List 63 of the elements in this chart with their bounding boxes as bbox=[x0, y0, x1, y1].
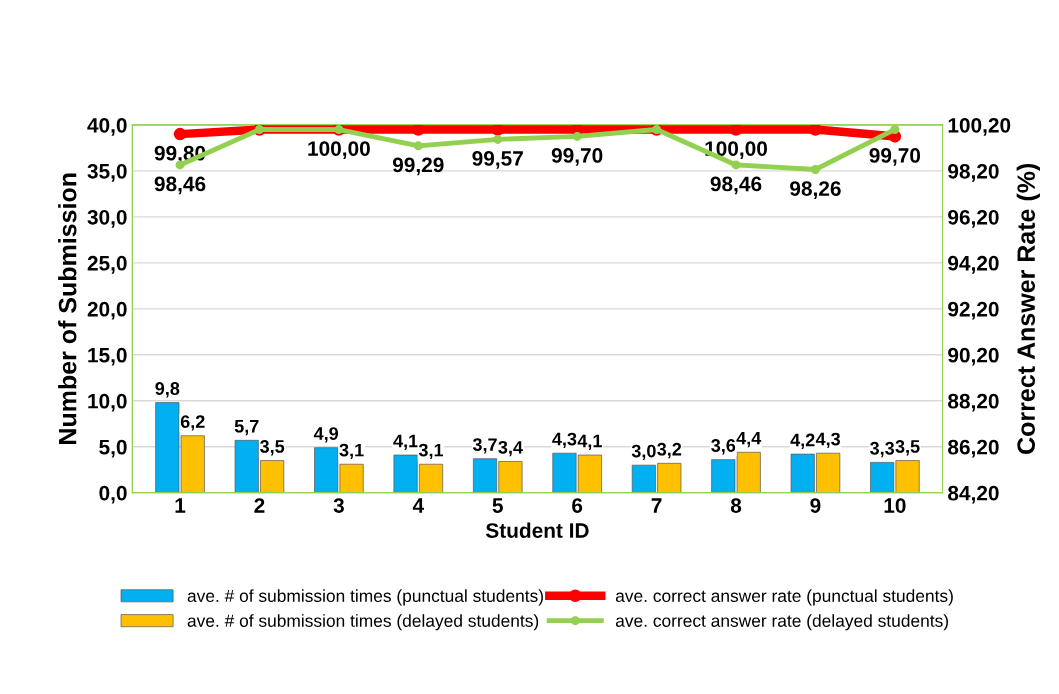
y2-tick-label: 92,20 bbox=[948, 301, 999, 320]
data-label: 3,5 bbox=[260, 440, 285, 456]
data-label: 9,8 bbox=[155, 382, 180, 398]
y2-tick-label: 98,20 bbox=[948, 163, 999, 182]
y-axis-title: Number of Submission bbox=[58, 173, 77, 444]
data-label: 99,70 bbox=[869, 148, 921, 166]
x-tick-label: 6 bbox=[572, 498, 583, 513]
data-label: 3,2 bbox=[657, 442, 682, 459]
y-tick-label: 15,0 bbox=[88, 347, 127, 366]
data-label: 4,1 bbox=[393, 434, 418, 450]
data-label: 3,3 bbox=[870, 441, 895, 458]
data-label: 100,00 bbox=[308, 141, 370, 159]
y-tick-label: 10,0 bbox=[88, 393, 127, 412]
data-label: 98,26 bbox=[790, 181, 841, 199]
y-tick-label: 25,0 bbox=[87, 255, 127, 274]
data-label: 3,7 bbox=[472, 438, 497, 454]
y-tick-label: 0,0 bbox=[99, 485, 127, 504]
y2-tick-label: 90,20 bbox=[948, 347, 999, 366]
y-tick-label: 20,0 bbox=[87, 301, 127, 320]
x-axis-title: Student ID bbox=[485, 522, 589, 538]
y2-tick-label: 86,20 bbox=[948, 439, 999, 458]
y2-tick-label: 100,20 bbox=[948, 117, 1011, 136]
y2-tick-label: 96,20 bbox=[948, 209, 999, 228]
x-tick-label: 3 bbox=[333, 498, 344, 513]
data-label: 4,9 bbox=[313, 427, 339, 443]
data-label: 3,0 bbox=[631, 444, 656, 461]
x-tick-label: 8 bbox=[730, 498, 742, 513]
y-tick-label: 30,0 bbox=[87, 209, 127, 228]
y2-tick-label: 94,20 bbox=[948, 255, 999, 274]
data-label: 4,2 bbox=[790, 433, 815, 449]
data-label: 6,2 bbox=[180, 415, 205, 431]
data-label: 99,29 bbox=[392, 157, 444, 176]
data-label: 3,1 bbox=[339, 443, 364, 460]
legend-label: ave. correct answer rate (punctual students) bbox=[615, 589, 953, 606]
legend-label: ave. correct answer rate (delayed students) bbox=[615, 614, 948, 631]
x-tick-label: 7 bbox=[651, 498, 662, 513]
x-tick-label: 9 bbox=[810, 498, 821, 513]
x-tick-label: 10 bbox=[884, 498, 906, 513]
data-label: 99,57 bbox=[472, 151, 523, 169]
data-label: 98,46 bbox=[710, 176, 762, 195]
x-tick-label: 1 bbox=[175, 498, 186, 513]
y-tick-label: 40,0 bbox=[87, 117, 127, 136]
data-label: 4,3 bbox=[815, 432, 841, 449]
data-label: 99,70 bbox=[551, 148, 603, 166]
data-label: 3,6 bbox=[711, 439, 736, 455]
y2-tick-label: 88,20 bbox=[948, 393, 999, 412]
legend-label: ave. # of submission times (delayed students) bbox=[187, 614, 539, 631]
data-label: 4,3 bbox=[552, 432, 577, 449]
x-tick-label: 4 bbox=[412, 498, 424, 513]
x-tick-label: 5 bbox=[492, 498, 503, 513]
y-tick-label: 35,0 bbox=[87, 163, 127, 182]
data-label: 3,1 bbox=[418, 443, 444, 460]
data-label: 4,1 bbox=[577, 434, 602, 450]
legend-label: ave. # of submission times (punctual students) bbox=[187, 589, 543, 606]
data-label: 3,5 bbox=[895, 440, 920, 456]
y-tick-label: 5,0 bbox=[99, 439, 127, 458]
x-tick-label: 2 bbox=[254, 498, 265, 513]
data-label: 4,4 bbox=[736, 431, 762, 448]
data-label: 5,7 bbox=[234, 419, 259, 436]
y2-axis-title: Correct Answer Rate (%) bbox=[1016, 163, 1040, 454]
data-label: 3,4 bbox=[498, 440, 523, 457]
data-label: 98,46 bbox=[154, 176, 206, 195]
y2-tick-label: 84,20 bbox=[948, 485, 999, 504]
